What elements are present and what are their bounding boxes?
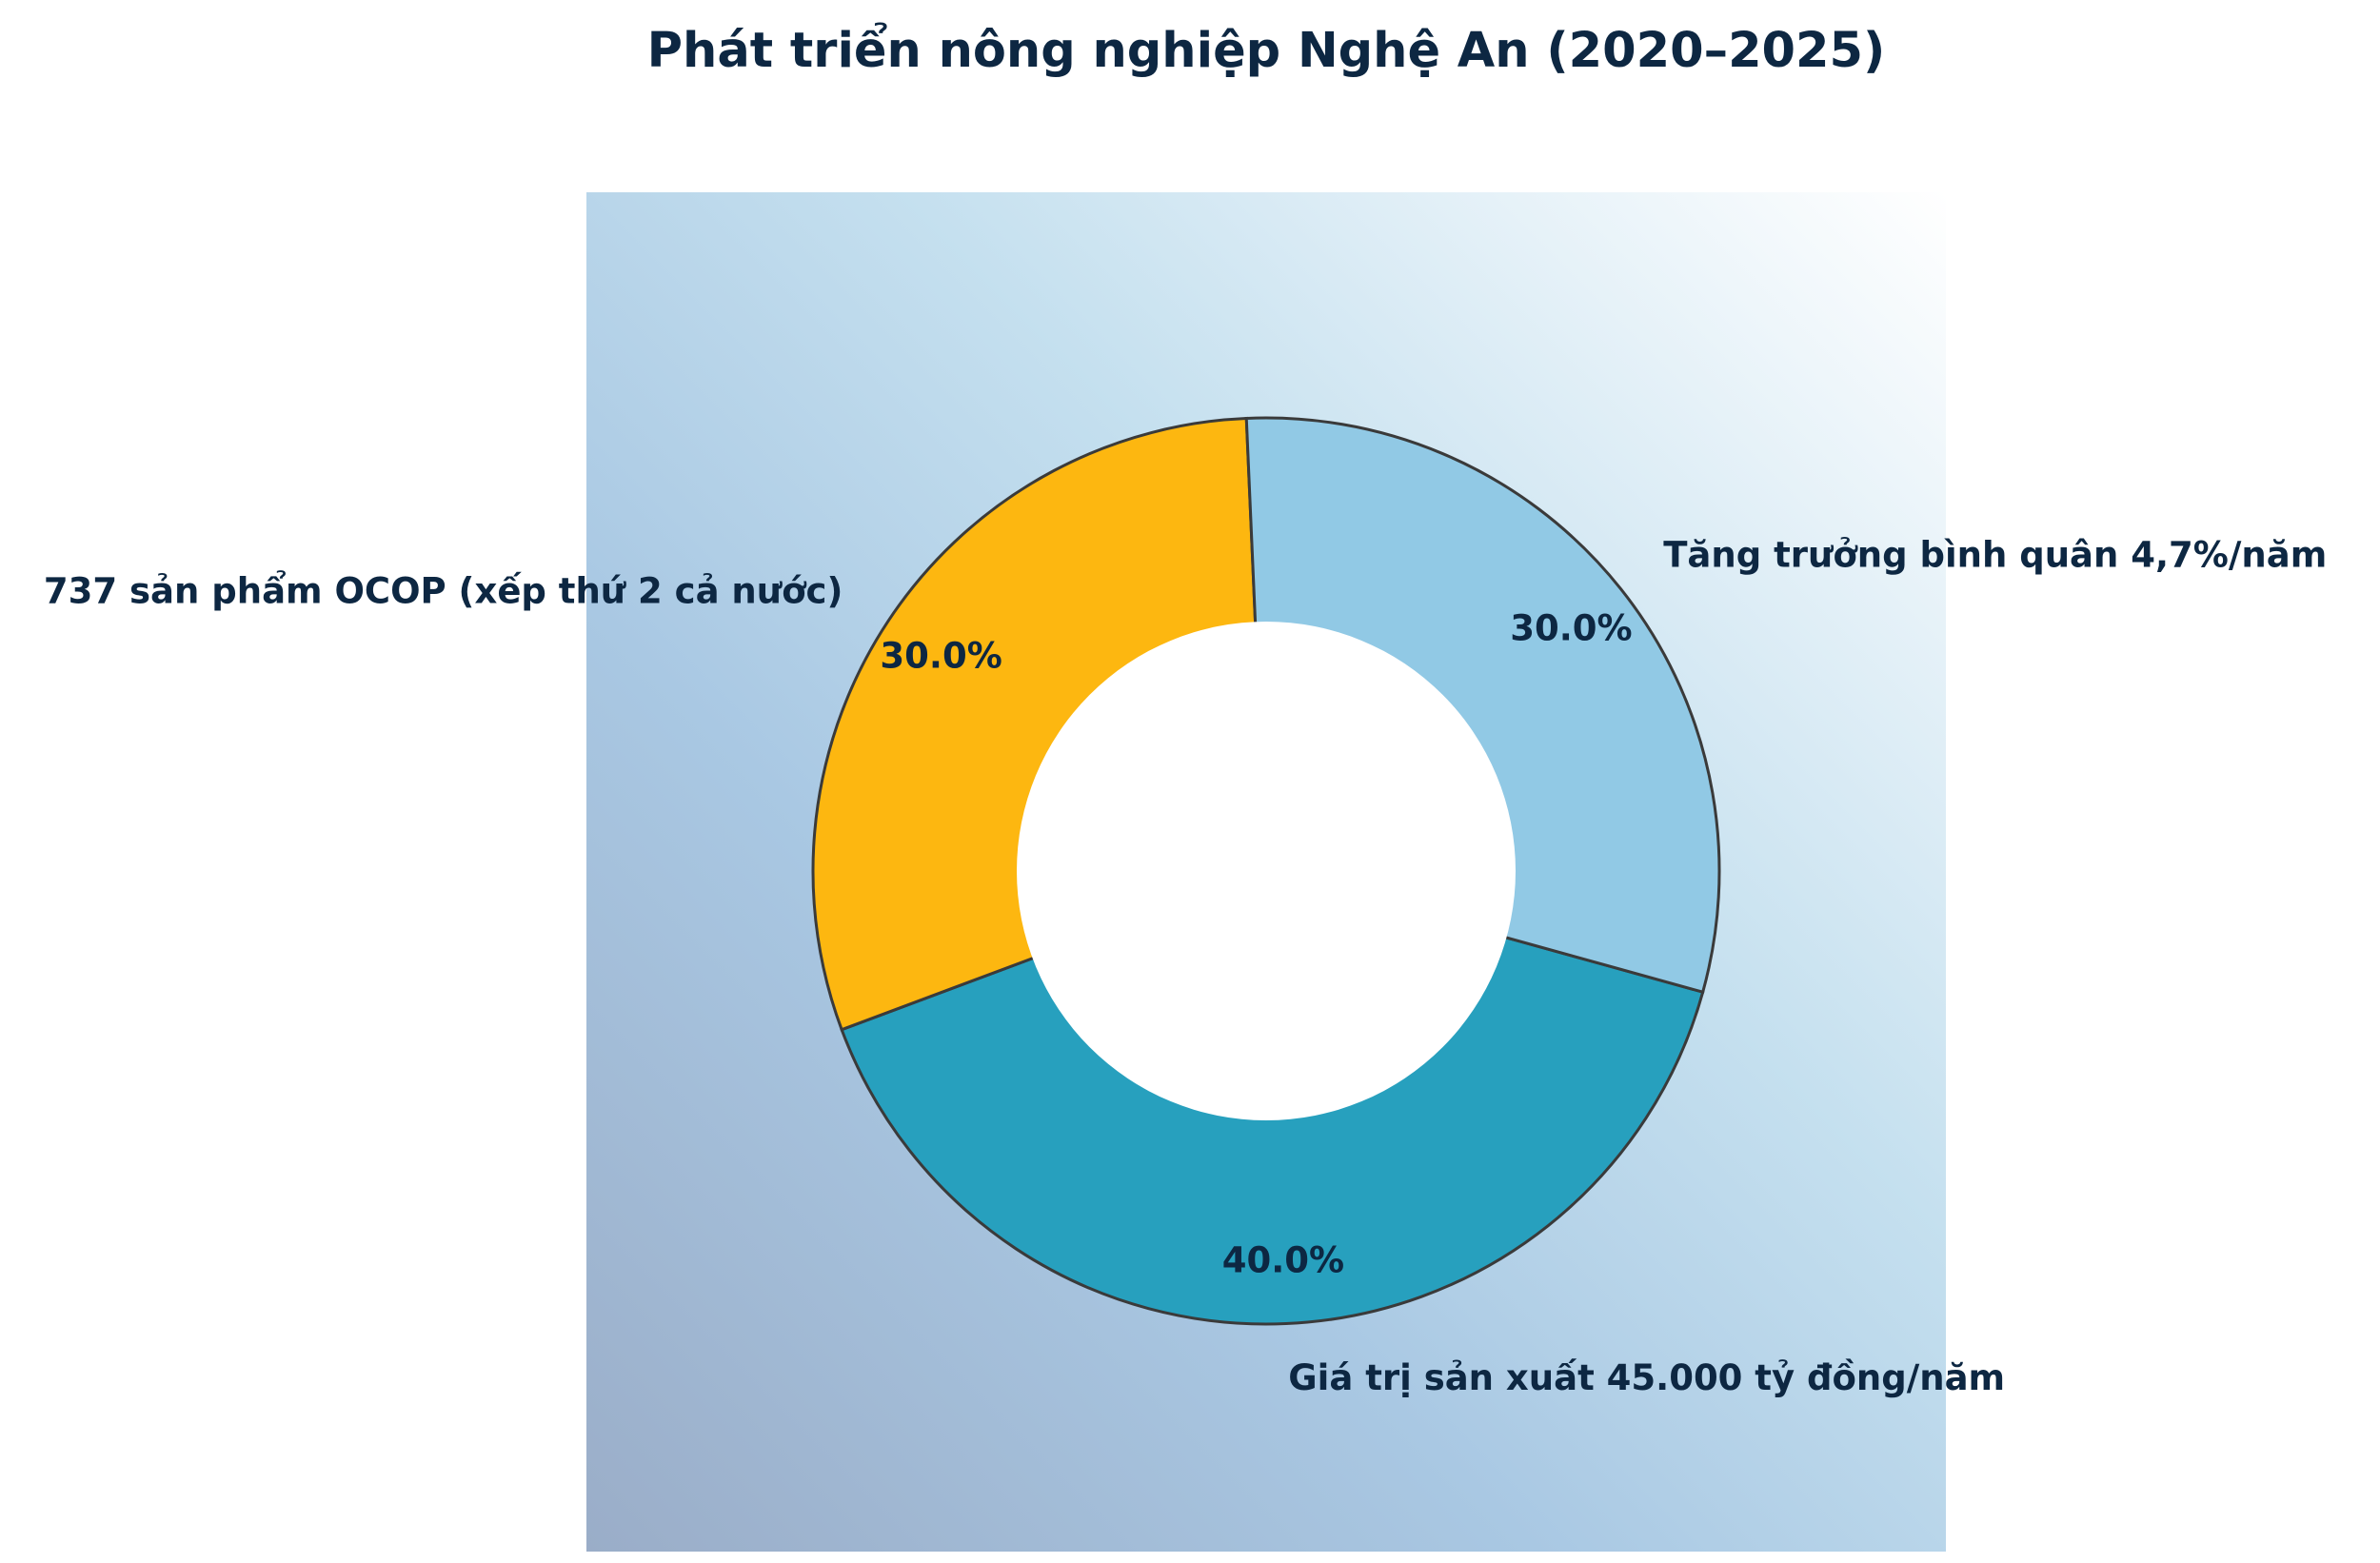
slice-label-0: Giá trị sản xuất 45.000 tỷ đồng/năm (1288, 1357, 2005, 1398)
labels-group: 40.0% Giá trị sản xuất 45.000 tỷ đồng/năm… (44, 535, 2327, 1399)
slice-label-2: Tăng trưởng bình quân 4,7%/năm (1663, 535, 2327, 576)
pct-label-1: 30.0% (880, 636, 1002, 677)
pct-label-0: 40.0% (1222, 1240, 1344, 1281)
pct-label-2: 30.0% (1510, 608, 1632, 649)
slice-label-1: 737 sản phẩm OCOP (xếp thứ 2 cả nước) (44, 570, 843, 611)
donut-hole (1017, 622, 1516, 1120)
chart-title: Phát triển nông nghiệp Nghệ An (2020–202… (647, 21, 1886, 79)
